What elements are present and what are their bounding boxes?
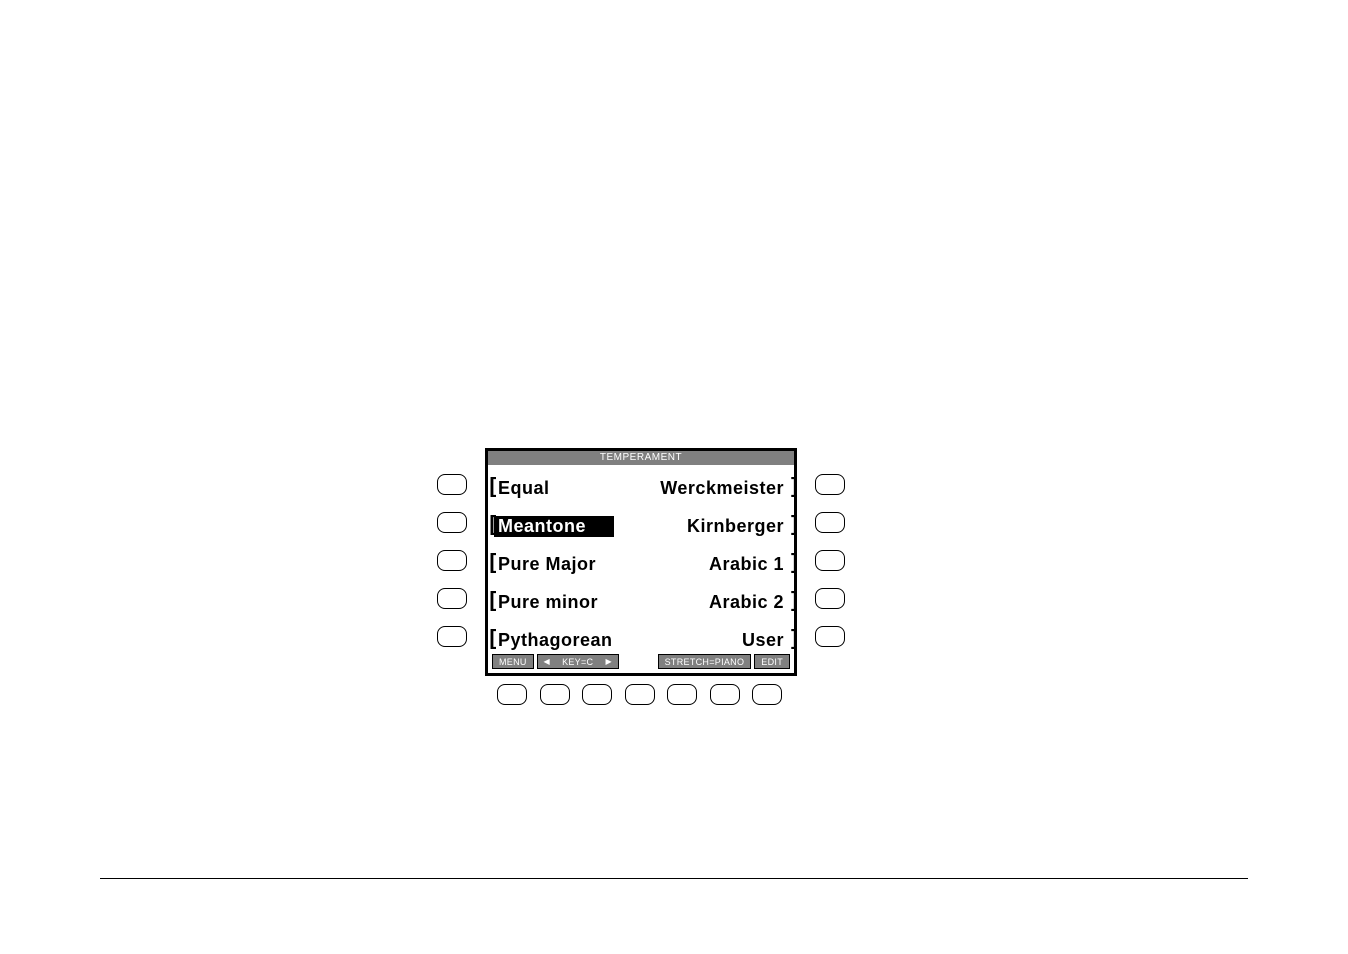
bottom-button-2[interactable] xyxy=(540,684,570,705)
option-row: [ Pure Major Arabic 1 ] xyxy=(488,545,794,583)
option-row: [ Meantone Kirnberger ] xyxy=(488,507,794,545)
left-bracket-icon: [ xyxy=(486,553,494,575)
right-bracket-icon: ] xyxy=(788,591,796,613)
bottom-button-4[interactable] xyxy=(625,684,655,705)
option-werckmeister[interactable]: Werckmeister xyxy=(550,478,788,499)
side-button-l3[interactable] xyxy=(437,550,467,571)
option-user[interactable]: User xyxy=(613,630,788,651)
arrow-left-icon[interactable]: ◀ xyxy=(538,657,556,666)
screen-title: TEMPERAMENT xyxy=(488,451,794,465)
arrow-right-icon[interactable]: ▶ xyxy=(600,657,618,666)
right-bracket-icon: ] xyxy=(788,553,796,575)
option-kirnberger[interactable]: Kirnberger xyxy=(614,516,788,537)
bottom-button-row xyxy=(497,684,782,705)
bottom-button-3[interactable] xyxy=(582,684,612,705)
lcd-screen: TEMPERAMENT [ Equal Werckmeister ] [ Mea… xyxy=(485,448,797,676)
option-equal[interactable]: Equal xyxy=(494,478,550,499)
edit-button[interactable]: EDIT xyxy=(754,654,790,669)
left-bracket-icon: [ xyxy=(486,591,494,613)
key-label: KEY=C xyxy=(556,657,600,667)
side-button-r4[interactable] xyxy=(815,588,845,609)
option-arabic-1[interactable]: Arabic 1 xyxy=(596,554,788,575)
left-bracket-icon: [ xyxy=(486,477,494,499)
side-button-r5[interactable] xyxy=(815,626,845,647)
bottom-button-7[interactable] xyxy=(752,684,782,705)
side-button-l1[interactable] xyxy=(437,474,467,495)
bottom-button-5[interactable] xyxy=(667,684,697,705)
right-bracket-icon: ] xyxy=(788,515,796,537)
page-divider xyxy=(100,878,1248,879)
option-arabic-2[interactable]: Arabic 2 xyxy=(598,592,788,613)
options-grid: [ Equal Werckmeister ] [ Meantone Kirnbe… xyxy=(488,465,794,659)
menu-button[interactable]: MENU xyxy=(492,654,534,669)
stretch-button[interactable]: STRETCH=PIANO xyxy=(658,654,752,669)
option-meantone[interactable]: Meantone xyxy=(494,516,614,537)
side-button-l4[interactable] xyxy=(437,588,467,609)
left-bracket-icon: [ xyxy=(486,629,494,651)
key-selector[interactable]: ◀ KEY=C ▶ xyxy=(537,654,619,669)
option-row: [ Pure minor Arabic 2 ] xyxy=(488,583,794,621)
option-pure-major[interactable]: Pure Major xyxy=(494,554,596,575)
bottom-button-1[interactable] xyxy=(497,684,527,705)
side-button-l5[interactable] xyxy=(437,626,467,647)
side-button-r1[interactable] xyxy=(815,474,845,495)
option-row: [ Equal Werckmeister ] xyxy=(488,469,794,507)
side-button-r3[interactable] xyxy=(815,550,845,571)
right-bracket-icon: ] xyxy=(788,477,796,499)
right-bracket-icon: ] xyxy=(788,629,796,651)
side-button-r2[interactable] xyxy=(815,512,845,533)
left-bracket-icon: [ xyxy=(486,515,494,537)
option-pythagorean[interactable]: Pythagorean xyxy=(494,630,613,651)
side-button-l2[interactable] xyxy=(437,512,467,533)
soft-button-bar: MENU ◀ KEY=C ▶ STRETCH=PIANO EDIT xyxy=(488,653,794,673)
bottom-button-6[interactable] xyxy=(710,684,740,705)
option-pure-minor[interactable]: Pure minor xyxy=(494,592,598,613)
